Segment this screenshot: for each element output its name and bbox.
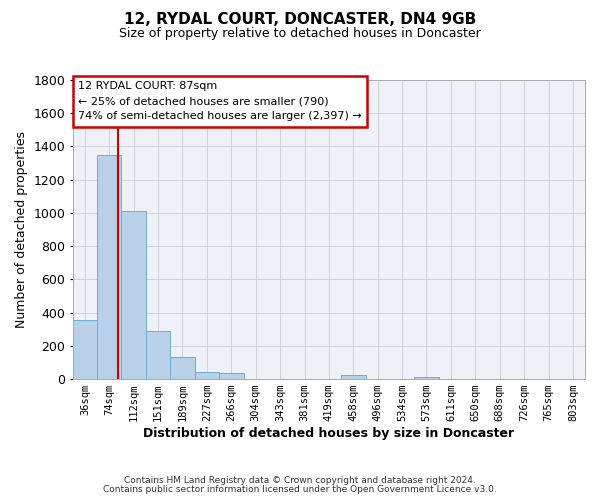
Bar [414,376,439,379]
Text: 12 RYDAL COURT: 87sqm
← 25% of detached houses are smaller (790)
74% of semi-det: 12 RYDAL COURT: 87sqm ← 25% of detached … [78,82,362,121]
Bar [170,358,194,379]
Text: 12, RYDAL COURT, DONCASTER, DN4 9GB: 12, RYDAL COURT, DONCASTER, DN4 9GB [124,12,476,28]
Bar [97,155,121,379]
X-axis label: Distribution of detached houses by size in Doncaster: Distribution of detached houses by size … [143,427,515,440]
Text: Contains HM Land Registry data © Crown copyright and database right 2024.: Contains HM Land Registry data © Crown c… [124,476,476,485]
Bar [73,320,97,379]
Bar [219,374,244,379]
Text: Contains public sector information licensed under the Open Government Licence v3: Contains public sector information licen… [103,485,497,494]
Bar [121,212,146,379]
Text: Size of property relative to detached houses in Doncaster: Size of property relative to detached ho… [119,28,481,40]
Y-axis label: Number of detached properties: Number of detached properties [15,131,28,328]
Bar [146,331,170,379]
Bar [341,375,365,379]
Bar [194,372,219,379]
